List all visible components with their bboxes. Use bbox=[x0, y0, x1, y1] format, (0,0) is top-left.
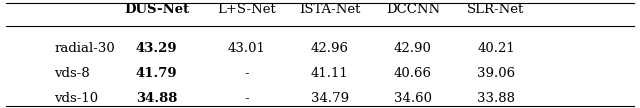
Text: radial-30: radial-30 bbox=[54, 42, 115, 55]
Text: 43.01: 43.01 bbox=[227, 42, 266, 55]
Text: 34.79: 34.79 bbox=[310, 92, 349, 105]
Text: SLR-Net: SLR-Net bbox=[467, 3, 525, 16]
Text: vds-10: vds-10 bbox=[54, 92, 99, 105]
Text: 42.96: 42.96 bbox=[310, 42, 349, 55]
Text: 34.88: 34.88 bbox=[136, 92, 177, 105]
Text: 40.66: 40.66 bbox=[394, 67, 432, 80]
Text: DCCNN: DCCNN bbox=[386, 3, 440, 16]
Text: -: - bbox=[244, 67, 249, 80]
Text: 41.11: 41.11 bbox=[311, 67, 348, 80]
Text: 33.88: 33.88 bbox=[477, 92, 515, 105]
Text: DUS-Net: DUS-Net bbox=[124, 3, 189, 16]
Text: vds-8: vds-8 bbox=[54, 67, 90, 80]
Text: 40.21: 40.21 bbox=[477, 42, 515, 55]
Text: -: - bbox=[244, 92, 249, 105]
Text: 42.90: 42.90 bbox=[394, 42, 432, 55]
Text: 39.06: 39.06 bbox=[477, 67, 515, 80]
Text: 34.60: 34.60 bbox=[394, 92, 432, 105]
Text: L+S-Net: L+S-Net bbox=[217, 3, 276, 16]
Text: 43.29: 43.29 bbox=[136, 42, 178, 55]
Text: ISTA-Net: ISTA-Net bbox=[299, 3, 360, 16]
Text: 41.79: 41.79 bbox=[136, 67, 178, 80]
